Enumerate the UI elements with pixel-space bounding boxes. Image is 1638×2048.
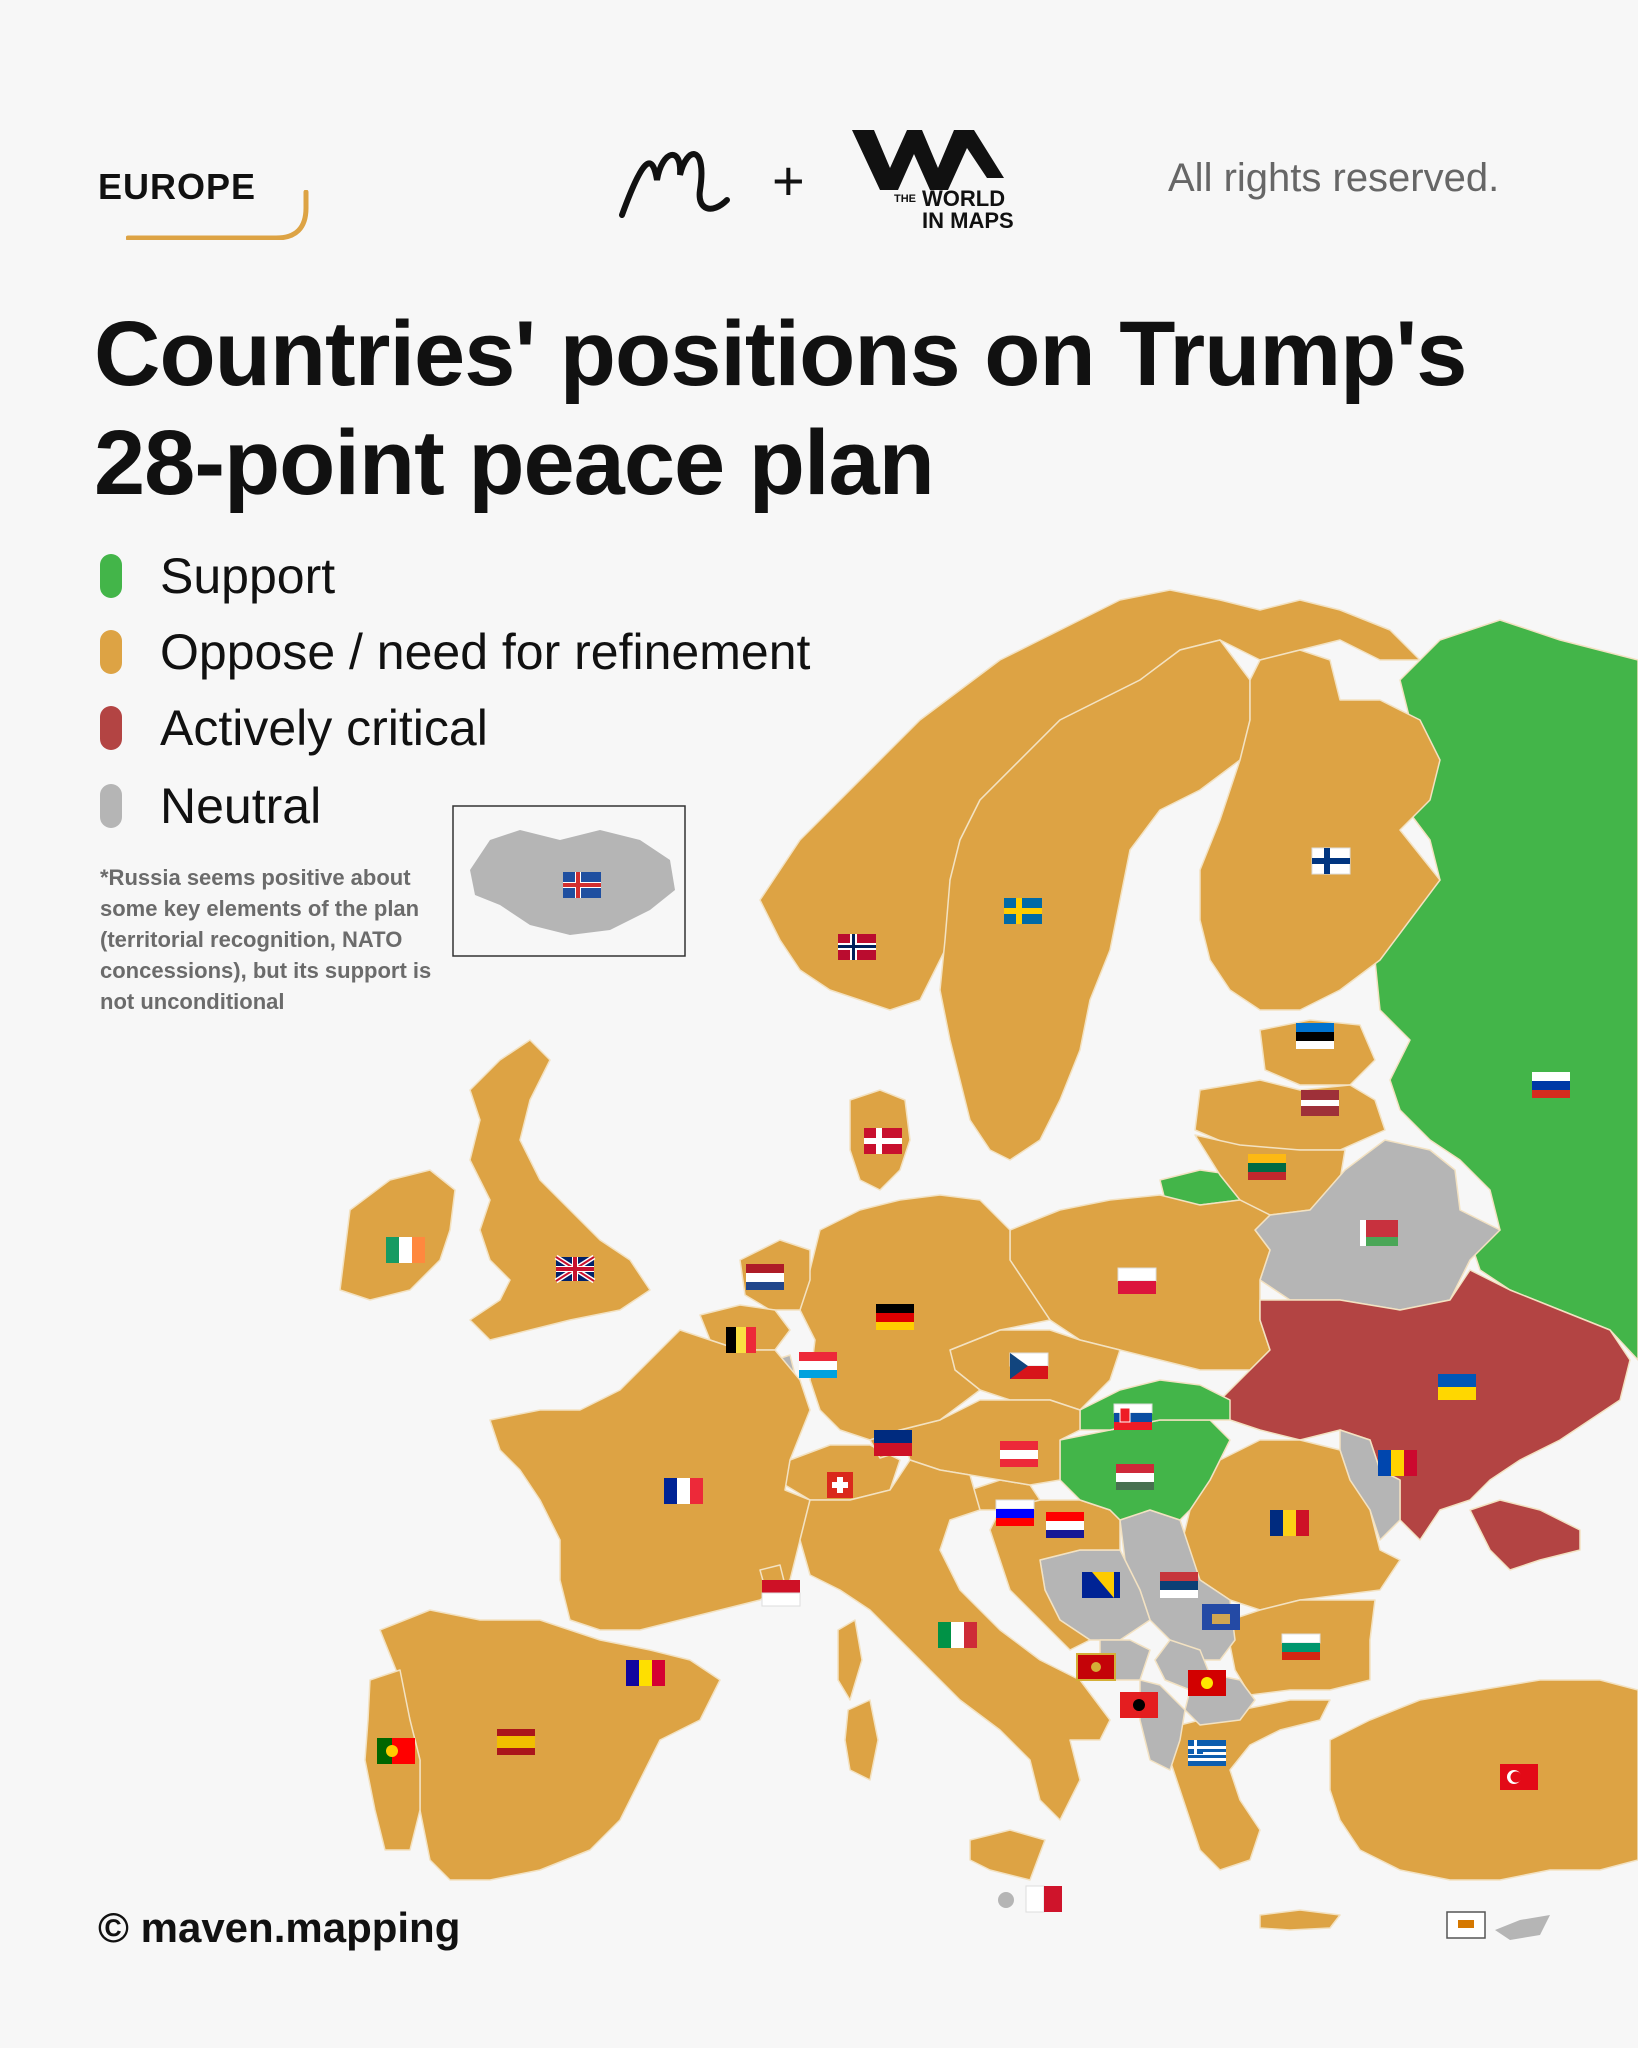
world-in-maps-logo — [852, 130, 1004, 190]
flag-austria — [1000, 1441, 1038, 1467]
flag-liechtenstein — [874, 1430, 912, 1456]
legend-label-critical: Actively critical — [160, 700, 488, 756]
country-sweden — [939, 639, 1251, 1161]
legend-oppose: Oppose / need for refinement — [100, 622, 810, 682]
flag-denmark — [864, 1128, 902, 1154]
flag-belarus — [1360, 1220, 1398, 1246]
rights-notice: All rights reserved. — [1168, 156, 1500, 200]
flag-latvia — [1301, 1090, 1339, 1116]
title-line-2: 28-point peace plan — [94, 411, 935, 514]
flag-serbia — [1160, 1572, 1198, 1598]
flag-malta — [1025, 1885, 1062, 1913]
legend-swatch-oppose — [100, 630, 122, 674]
flag-france — [664, 1478, 703, 1504]
country-greece-crete — [1259, 1909, 1341, 1931]
flag-spain — [497, 1729, 535, 1755]
plus-sign: + — [772, 149, 805, 212]
country-france-corsica — [837, 1619, 863, 1701]
flag-north-macedonia — [1188, 1670, 1226, 1696]
brand-logo: + THE WORLD IN MAPS — [619, 130, 1014, 233]
flag-andorra — [626, 1660, 665, 1686]
flag-uk — [554, 1254, 596, 1284]
flag-belgium — [726, 1327, 756, 1353]
russia-footnote: *Russia seems positive about some key el… — [100, 865, 432, 1014]
country-malta — [998, 1892, 1014, 1908]
legend-swatch-neutral — [100, 784, 122, 828]
flag-slovakia — [1113, 1403, 1153, 1430]
flag-estonia — [1296, 1023, 1334, 1049]
page-title: Countries' positions on Trump's 28-point… — [94, 300, 1594, 517]
legend-label-oppose: Oppose / need for refinement — [160, 624, 811, 680]
flag-netherlands — [746, 1264, 784, 1290]
country-latvia — [1194, 1079, 1386, 1151]
flag-bosnia — [1082, 1572, 1120, 1598]
flag-russia — [1532, 1072, 1570, 1098]
flag-italy — [938, 1622, 977, 1648]
flag-lithuania — [1248, 1154, 1286, 1180]
flag-bulgaria — [1281, 1633, 1321, 1660]
flag-ukraine — [1438, 1374, 1476, 1400]
country-spain — [379, 1609, 721, 1881]
legend-label-support: Support — [160, 548, 336, 604]
flag-sweden — [1004, 898, 1042, 924]
region-underline — [126, 190, 309, 240]
legend-critical: Actively critical — [100, 698, 488, 758]
flag-monaco — [761, 1580, 801, 1607]
country-ukraine-crimea — [1469, 1499, 1581, 1571]
flag-hungary — [1116, 1464, 1154, 1490]
country-ireland — [339, 1169, 456, 1301]
iceland-inset-frame — [452, 805, 686, 957]
flag-albania — [1120, 1692, 1158, 1718]
flag-switzerland — [827, 1472, 853, 1498]
logo-text-the: THE — [894, 193, 916, 205]
flag-finland — [1311, 847, 1351, 875]
country-finland — [1199, 649, 1441, 1011]
country-cyprus — [1495, 1915, 1550, 1940]
copyright-credit: © maven.mapping — [98, 1904, 461, 1951]
flag-czechia — [1009, 1352, 1049, 1379]
flag-kosovo — [1202, 1604, 1240, 1630]
flag-germany — [876, 1304, 914, 1330]
country-italy-sardinia — [844, 1699, 879, 1781]
country-greece — [1159, 1699, 1331, 1871]
legend-swatch-support — [100, 554, 122, 598]
logo-text-in-maps: IN MAPS — [922, 208, 1014, 233]
legend-swatch-critical — [100, 706, 122, 750]
flag-romania — [1270, 1510, 1309, 1536]
region-label: EUROPE — [98, 166, 257, 207]
flag-greece — [1188, 1740, 1226, 1766]
country-ukraine — [1219, 1269, 1631, 1541]
maven-m-logo — [619, 151, 730, 218]
title-line-1: Countries' positions on Trump's — [94, 303, 1467, 405]
flag-iceland — [563, 872, 601, 898]
flag-cyprus — [1446, 1911, 1486, 1939]
flag-ireland — [386, 1237, 425, 1263]
flag-norway — [838, 934, 876, 960]
flag-croatia — [1046, 1512, 1084, 1538]
legend-label-neutral: Neutral — [160, 778, 322, 834]
flag-portugal — [377, 1738, 415, 1764]
logo-text-world: WORLD — [922, 186, 1005, 211]
flag-turkey — [1500, 1764, 1538, 1790]
legend-neutral: Neutral — [100, 776, 321, 836]
country-italy-sicily — [969, 1829, 1046, 1881]
country-uk — [469, 1039, 651, 1341]
flag-poland — [1117, 1267, 1157, 1294]
country-estonia — [1259, 1019, 1376, 1086]
flag-luxembourg — [799, 1352, 837, 1378]
flag-montenegro — [1076, 1653, 1116, 1681]
legend-support: Support — [100, 546, 335, 606]
flag-moldova — [1378, 1450, 1417, 1476]
country-turkey — [1329, 1679, 1638, 1881]
flag-slovenia — [995, 1499, 1035, 1526]
